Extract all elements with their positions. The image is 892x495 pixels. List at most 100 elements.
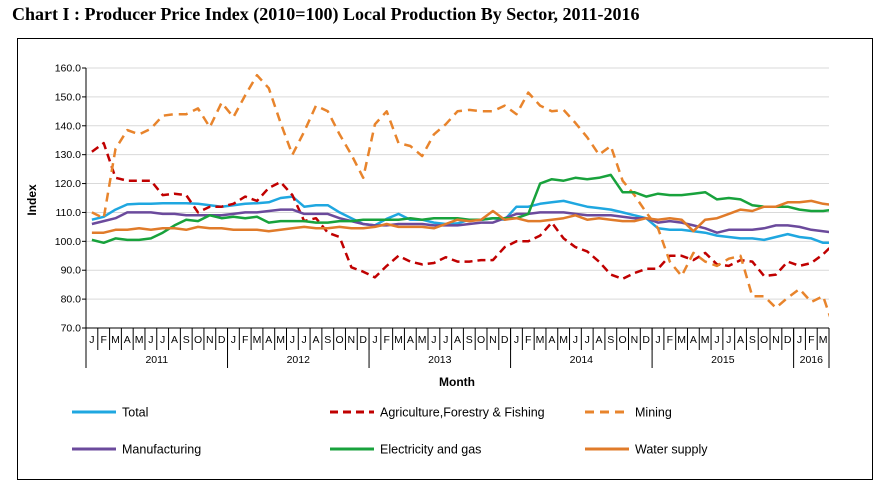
x-year-label: 2012 [287, 354, 311, 366]
x-month-label: J [302, 334, 307, 346]
x-month-label: M [701, 334, 710, 346]
x-month-label: S [183, 334, 190, 346]
x-month-label: F [384, 334, 390, 346]
x-month-label: J [443, 334, 448, 346]
x-month-label: J [797, 334, 802, 346]
x-month-label: S [607, 334, 614, 346]
x-month-label: J [726, 334, 731, 346]
x-month-label: M [536, 334, 545, 346]
y-tick-label: 80.0 [61, 294, 82, 306]
x-month-label: S [466, 334, 473, 346]
x-month-label: J [655, 334, 660, 346]
x-month-label: J [290, 334, 295, 346]
chart-title: Chart I : Producer Price Index (2010=100… [12, 4, 640, 24]
y-tick-label: 130.0 [55, 149, 81, 161]
y-tick-label: 140.0 [55, 120, 81, 132]
x-month-label: F [242, 334, 248, 346]
x-month-label: J [514, 334, 519, 346]
y-tick-label: 160.0 [55, 63, 81, 75]
y-tick-label: 120.0 [55, 178, 81, 190]
x-month-label: N [489, 334, 497, 346]
series-line-3 [91, 73, 829, 318]
x-month-label: J [573, 334, 578, 346]
x-month-label: J [89, 334, 94, 346]
x-month-label: M [276, 334, 285, 346]
x-month-label: M [559, 334, 568, 346]
y-tick-label: 150.0 [55, 91, 81, 103]
legend-label: Water supply [635, 443, 708, 457]
x-month-label: A [596, 334, 603, 346]
x-month-label: A [407, 334, 414, 346]
legend-label: Electricity and gas [380, 443, 481, 457]
x-month-label: D [784, 334, 792, 346]
plot-area [86, 68, 829, 328]
x-month-label: A [454, 334, 461, 346]
x-month-label: J [714, 334, 719, 346]
x-month-label: M [111, 334, 120, 346]
x-month-label: S [324, 334, 331, 346]
series-line-2 [91, 141, 829, 281]
x-month-label: A [690, 334, 697, 346]
x-month-label: M [418, 334, 427, 346]
x-month-label: N [631, 334, 639, 346]
x-year-label: 2013 [428, 354, 452, 366]
legend-label: Manufacturing [122, 443, 201, 457]
x-month-label: O [335, 334, 343, 346]
y-tick-label: 110.0 [56, 207, 82, 219]
x-month-label: S [749, 334, 756, 346]
x-month-label: J [231, 334, 236, 346]
y-tick-label: 90.0 [61, 265, 82, 277]
series-line-4 [91, 208, 829, 234]
x-month-label: J [372, 334, 377, 346]
x-month-label: N [772, 334, 780, 346]
x-month-label: A [548, 334, 555, 346]
x-axis-label: Month [439, 375, 475, 389]
series-layer [91, 73, 829, 318]
grid-layer [86, 67, 829, 329]
x-month-label: J [585, 334, 590, 346]
x-month-label: J [160, 334, 165, 346]
x-month-label: N [348, 334, 356, 346]
legend-label: Agriculture,Forestry & Fishing [380, 406, 545, 420]
x-year-label: 2015 [711, 354, 735, 366]
x-month-label: M [394, 334, 403, 346]
x-month-label: A [265, 334, 272, 346]
series-line-6 [91, 199, 829, 234]
axis-layer: 70.0 80.0 90.0 100.0 110.0 120.0 130.0 140.0 150… [55, 63, 830, 368]
chart-frame [17, 38, 873, 480]
x-year-label: 2011 [145, 354, 168, 366]
x-month-label: O [760, 334, 768, 346]
x-month-label: M [135, 334, 144, 346]
x-month-label: F [525, 334, 531, 346]
legend-label: Total [122, 406, 148, 420]
x-month-label: D [642, 334, 650, 346]
x-month-label: F [808, 334, 814, 346]
x-month-label: J [148, 334, 153, 346]
x-month-label: A [171, 334, 178, 346]
x-month-label: F [667, 334, 673, 346]
legend-label: Mining [635, 406, 672, 420]
x-month-label: D [359, 334, 367, 346]
x-month-label: F [100, 334, 106, 346]
y-tick-label: 100.0 [55, 236, 81, 248]
x-year-label: 2016 [800, 354, 824, 366]
x-month-label: D [501, 334, 509, 346]
x-month-label: J [431, 334, 436, 346]
x-month-label: N [206, 334, 214, 346]
x-month-label: M [819, 334, 828, 346]
x-month-label: D [218, 334, 226, 346]
legend-layer: Total Agriculture,Forestry & Fishing Minin… [72, 406, 708, 457]
x-month-label: O [477, 334, 485, 346]
x-month-label: M [253, 334, 262, 346]
x-month-label: A [737, 334, 744, 346]
series-line-5 [91, 173, 829, 245]
x-year-label: 2014 [570, 354, 594, 366]
x-month-label: A [124, 334, 131, 346]
y-axis-label: Index [25, 184, 39, 216]
x-month-label: M [677, 334, 686, 346]
x-month-label: A [312, 334, 319, 346]
x-month-label: O [194, 334, 202, 346]
y-tick-label: 70.0 [61, 323, 82, 335]
x-month-label: O [619, 334, 627, 346]
